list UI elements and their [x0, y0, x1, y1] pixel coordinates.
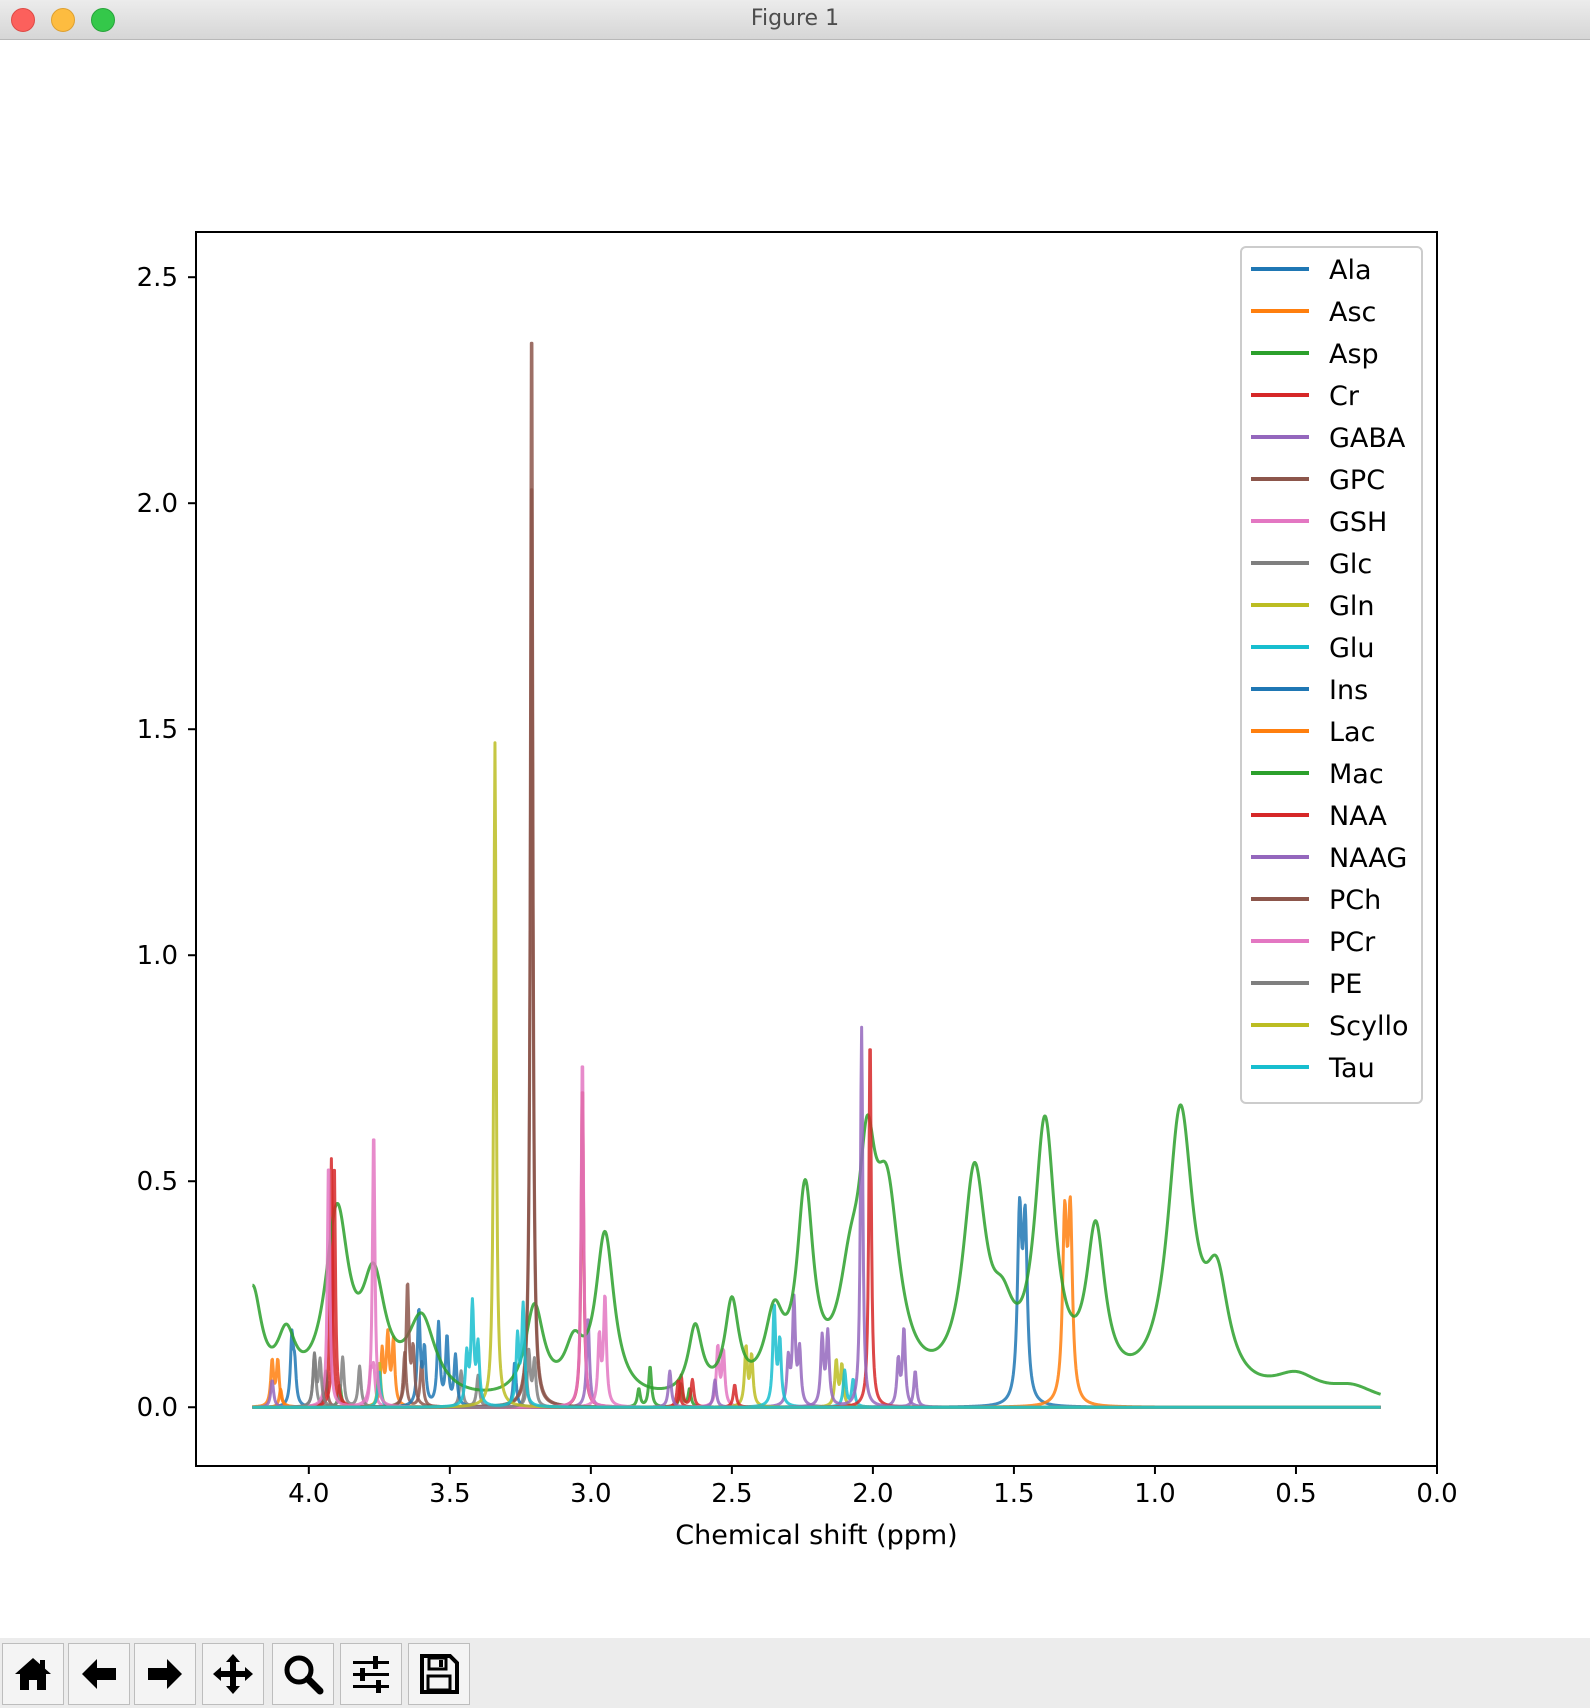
x-tick-label: 1.5 — [993, 1479, 1034, 1509]
configure-subplots-button[interactable] — [340, 1643, 402, 1705]
legend-label: Cr — [1329, 381, 1360, 412]
x-tick-label: 4.0 — [288, 1479, 329, 1509]
legend-label: Mac — [1329, 759, 1384, 790]
plot-area-frame — [195, 231, 1438, 1467]
x-tick-label: 0.5 — [1275, 1479, 1316, 1509]
legend-label: Asc — [1329, 297, 1376, 328]
series-line-scyllo — [251, 741, 1382, 1409]
home-icon — [15, 1658, 51, 1690]
x-tick-label: 2.5 — [711, 1479, 752, 1509]
x-tick-label: 2.0 — [852, 1479, 893, 1509]
save-button[interactable] — [408, 1643, 470, 1705]
series-line-tau — [251, 1297, 1382, 1409]
legend-label: Glc — [1329, 549, 1372, 580]
legend-label: GABA — [1329, 423, 1406, 454]
back-arrow-icon — [82, 1659, 116, 1689]
home-button[interactable] — [2, 1643, 64, 1705]
y-tick-label: 2.0 — [137, 489, 178, 519]
legend-label: Asp — [1329, 339, 1379, 370]
zoom-magnifier-icon — [284, 1655, 324, 1695]
series-layer — [251, 341, 1382, 1409]
legend-label: PCh — [1329, 885, 1381, 916]
spectrum-chart[interactable]: 4.0 3.5 3.0 2.5 2.0 1.5 1.0 0.5 0.0 0.0 0.5 1.0 1.5… — [0, 40, 1590, 1638]
zoom-button[interactable] — [272, 1643, 334, 1705]
legend-label: Lac — [1329, 717, 1375, 748]
back-button[interactable] — [68, 1643, 130, 1705]
x-axis: 4.0 3.5 3.0 2.5 2.0 1.5 1.0 0.5 0.0 — [288, 1466, 1458, 1509]
legend-label: Tau — [1328, 1053, 1375, 1084]
configure-subplots-icon — [353, 1656, 389, 1693]
window-title: Figure 1 — [750, 6, 840, 31]
pan-button[interactable] — [202, 1643, 264, 1705]
legend-label: Ins — [1329, 675, 1368, 706]
legend-label: PCr — [1329, 927, 1376, 958]
close-window-button[interactable] — [11, 8, 35, 32]
legend-label: GSH — [1329, 507, 1387, 538]
series-line-gpc — [251, 488, 1382, 1409]
pan-move-icon — [213, 1654, 253, 1694]
minimize-window-button[interactable] — [51, 8, 75, 32]
y-tick-label: 2.5 — [137, 263, 178, 293]
legend-label: Glu — [1329, 633, 1375, 664]
legend-label: PE — [1329, 969, 1362, 1000]
legend-label: Gln — [1329, 591, 1375, 622]
x-axis-label: Chemical shift (ppm) — [675, 1520, 957, 1551]
legend-label: NAA — [1329, 801, 1387, 832]
y-tick-label: 1.0 — [137, 941, 178, 971]
save-floppy-icon — [420, 1654, 459, 1694]
series-line-pch — [251, 341, 1382, 1409]
navigation-toolbar — [0, 1638, 1590, 1708]
legend: Ala Asc Asp Cr GABA GPC GSH Glc Gln Glu Ins Lac Mac N… — [1240, 246, 1423, 1104]
x-tick-label: 3.0 — [570, 1479, 611, 1509]
legend-label: Scyllo — [1329, 1011, 1408, 1042]
legend-label: GPC — [1329, 465, 1385, 496]
window-titlebar: Figure 1 — [0, 0, 1590, 40]
forward-button[interactable] — [134, 1643, 196, 1705]
series-line-mac — [251, 1103, 1382, 1396]
legend-label: Ala — [1329, 255, 1372, 286]
series-line-ins — [251, 1308, 1382, 1409]
x-tick-label: 0.0 — [1416, 1479, 1457, 1509]
x-tick-label: 1.0 — [1134, 1479, 1175, 1509]
y-axis: 0.0 0.5 1.0 1.5 2.0 2.5 — [137, 263, 196, 1423]
forward-arrow-icon — [148, 1659, 182, 1689]
maximize-window-button[interactable] — [91, 8, 115, 32]
y-tick-label: 0.0 — [137, 1393, 178, 1423]
y-tick-label: 0.5 — [137, 1167, 178, 1197]
legend-label: NAAG — [1329, 843, 1407, 874]
x-tick-label: 3.5 — [429, 1479, 470, 1509]
legend-box — [1240, 246, 1423, 1104]
y-tick-label: 1.5 — [137, 715, 178, 745]
